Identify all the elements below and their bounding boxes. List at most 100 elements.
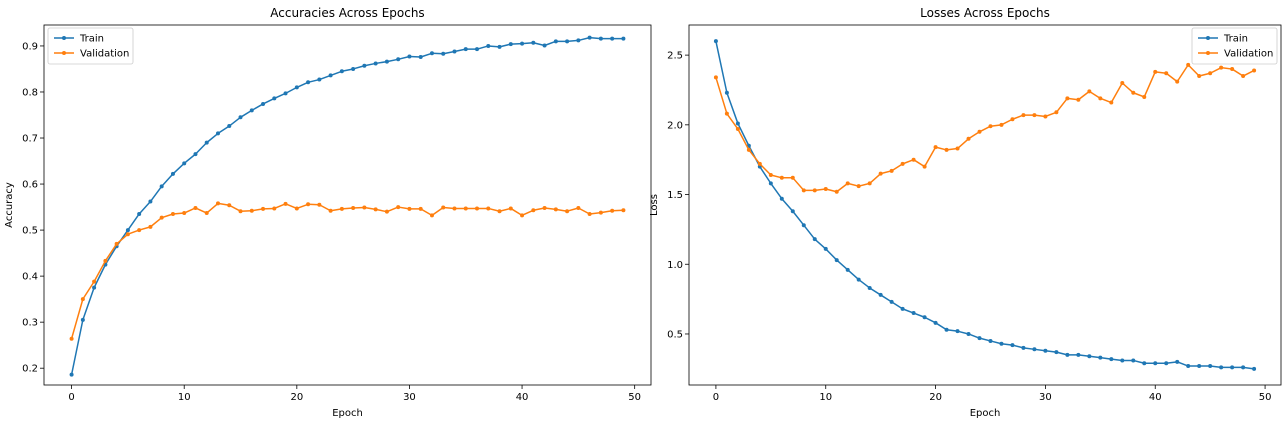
data-point [249, 108, 254, 113]
data-point [724, 90, 729, 95]
data-point [598, 36, 603, 41]
series-validation [69, 201, 626, 341]
data-point [1219, 365, 1224, 370]
data-point [801, 223, 806, 228]
data-point [988, 338, 993, 343]
data-point [508, 42, 513, 47]
legend: Train Validation [1191, 27, 1278, 65]
data-point [1153, 361, 1158, 366]
y-tick-label: 2.5 [667, 51, 683, 62]
data-point [1043, 114, 1048, 119]
data-point [137, 228, 142, 233]
data-point [955, 329, 960, 334]
legend-marker [62, 51, 66, 55]
data-point [553, 207, 558, 212]
x-tick-label: 40 [1149, 392, 1162, 403]
y-tick-label: 1.5 [667, 190, 683, 201]
data-point [542, 43, 547, 48]
data-point [508, 206, 513, 211]
data-point [193, 152, 198, 157]
y-tick-label: 0.9 [22, 41, 38, 52]
data-point [542, 205, 547, 210]
data-point [182, 161, 187, 166]
y-tick-label: 0.7 [22, 134, 38, 145]
data-point [812, 237, 817, 242]
data-point [283, 91, 288, 96]
y-tick-label: 0.2 [22, 364, 38, 375]
data-point [845, 267, 850, 272]
data-point [486, 43, 491, 48]
data-point [812, 188, 817, 193]
data-point [565, 39, 570, 44]
data-point [944, 147, 949, 152]
data-point [407, 206, 412, 211]
data-point [724, 111, 729, 116]
data-point [441, 51, 446, 56]
data-point [1021, 345, 1026, 350]
y-tick-label: 1.0 [667, 260, 683, 271]
data-point [867, 181, 872, 186]
data-point [261, 101, 266, 106]
data-point [610, 36, 615, 41]
data-point [889, 168, 894, 173]
data-point [878, 171, 883, 176]
data-point [441, 205, 446, 210]
data-point [249, 208, 254, 213]
data-point [328, 208, 333, 213]
data-point [1120, 358, 1125, 363]
legend-label: Validation [1224, 49, 1273, 60]
series-line [70, 36, 624, 375]
data-point [1021, 113, 1026, 118]
data-point [1230, 365, 1235, 370]
data-point [114, 241, 119, 246]
data-point [1076, 97, 1081, 102]
data-point [713, 39, 718, 44]
data-point [92, 285, 97, 290]
data-point [1252, 366, 1257, 371]
data-point [238, 115, 243, 120]
data-point [204, 211, 209, 216]
data-point [80, 317, 85, 322]
data-point [1076, 352, 1081, 357]
data-point [1010, 343, 1015, 348]
data-point [69, 336, 74, 341]
data-point [520, 213, 525, 218]
data-point [204, 140, 209, 145]
data-point [137, 211, 142, 216]
data-point [1054, 350, 1059, 355]
data-point [1186, 62, 1191, 67]
series-validation [713, 62, 1257, 194]
data-point [283, 201, 288, 206]
data-point [339, 69, 344, 74]
data-point [294, 206, 299, 211]
data-point [878, 292, 883, 297]
data-point [823, 246, 828, 251]
data-point [227, 124, 232, 129]
data-point [713, 75, 718, 80]
data-point [735, 127, 740, 132]
data-point [463, 47, 468, 52]
data-point [170, 211, 175, 216]
data-point [92, 279, 97, 284]
data-point [193, 205, 198, 210]
data-point [1131, 90, 1136, 95]
data-point [966, 331, 971, 336]
data-point [429, 51, 434, 56]
data-point [621, 36, 626, 41]
data-point [856, 277, 861, 282]
data-point [1197, 74, 1202, 79]
data-point [977, 336, 982, 341]
data-point [1109, 100, 1114, 105]
data-point [227, 203, 232, 208]
data-point [565, 209, 570, 214]
data-point [159, 215, 164, 220]
legend-box [1191, 27, 1278, 65]
data-point [1065, 96, 1070, 101]
data-point [933, 145, 938, 150]
data-point [125, 228, 130, 233]
y-tick-label: 2.0 [667, 120, 683, 131]
data-point [999, 341, 1004, 346]
loss-chart: Losses Across Epochs 0 10 20 30 40 50 0.5 1.0 1.5… [649, 6, 1282, 419]
series-line [70, 202, 624, 339]
